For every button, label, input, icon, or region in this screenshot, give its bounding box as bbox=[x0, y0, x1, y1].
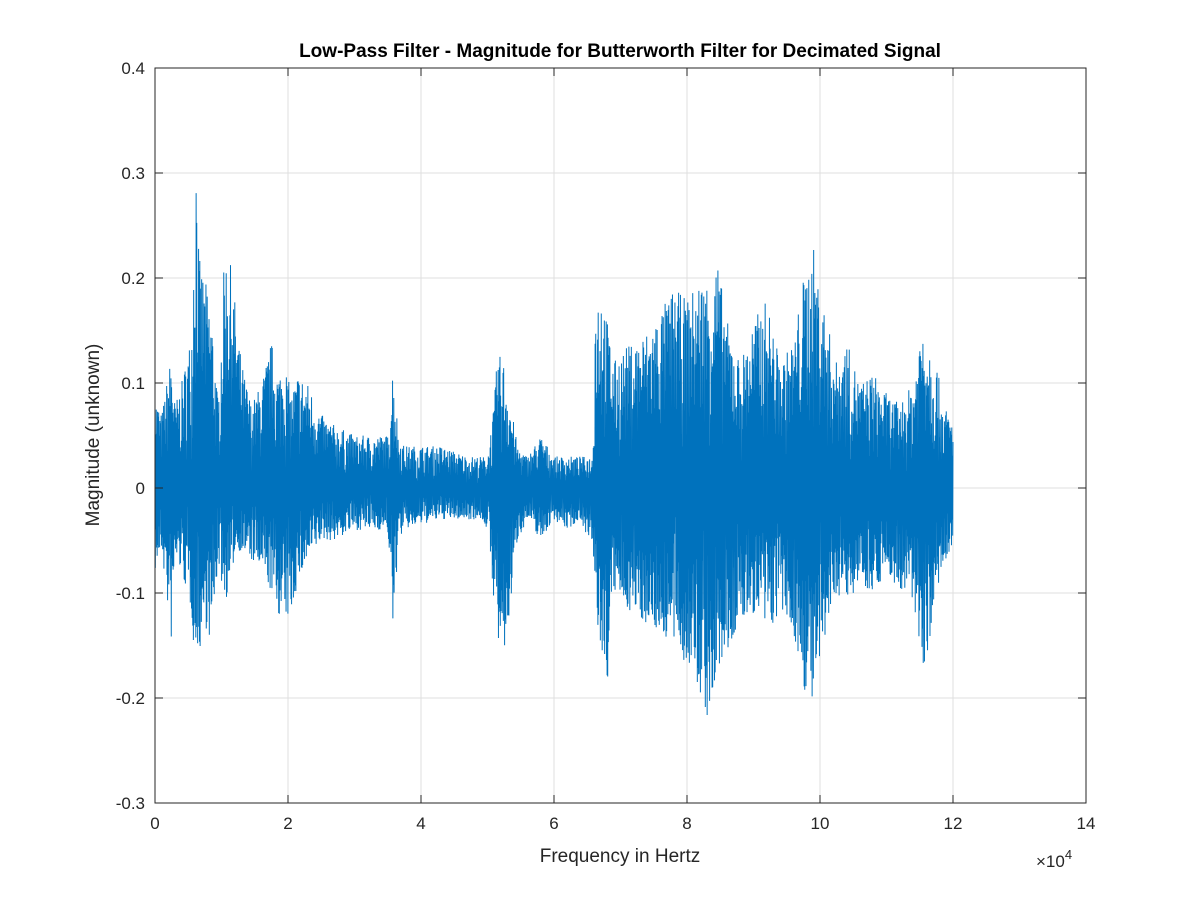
series-layer bbox=[154, 193, 954, 716]
y-axis-label: Magnitude (unknown) bbox=[83, 344, 104, 527]
x-tick-label: 12 bbox=[944, 814, 963, 833]
axes-box bbox=[154, 67, 1087, 804]
x-tick-label: 8 bbox=[682, 814, 691, 833]
y-tick-label: -0.3 bbox=[116, 794, 145, 813]
x-tick-label: 6 bbox=[549, 814, 558, 833]
x-tick-label: 10 bbox=[811, 814, 830, 833]
x-tick-label: 2 bbox=[283, 814, 292, 833]
chart-title: Low-Pass Filter - Magnitude for Butterwo… bbox=[299, 41, 941, 62]
x-tick-label: 0 bbox=[150, 814, 159, 833]
signal-series-line bbox=[154, 193, 954, 716]
y-tick-label: 0 bbox=[136, 479, 145, 498]
x-axis-multiplier: ×104 bbox=[1036, 847, 1072, 871]
y-tick-label: 0.4 bbox=[121, 59, 145, 78]
y-tick-label: 0.1 bbox=[121, 374, 145, 393]
ticks bbox=[154, 67, 1087, 804]
y-tick-label: 0.3 bbox=[121, 164, 145, 183]
tick-labels: 0 2 4 6 8 10 12 14 -0.3 -0.2 -0.1 0 0.1 0.2 0.3 0.4 bbox=[116, 59, 1096, 833]
x-axis-label: Frequency in Hertz bbox=[540, 846, 701, 867]
y-tick-label: -0.2 bbox=[116, 689, 145, 708]
x-tick-label: 14 bbox=[1077, 814, 1096, 833]
y-tick-label: 0.2 bbox=[121, 269, 145, 288]
x-tick-label: 4 bbox=[416, 814, 425, 833]
y-tick-label: -0.1 bbox=[116, 584, 145, 603]
